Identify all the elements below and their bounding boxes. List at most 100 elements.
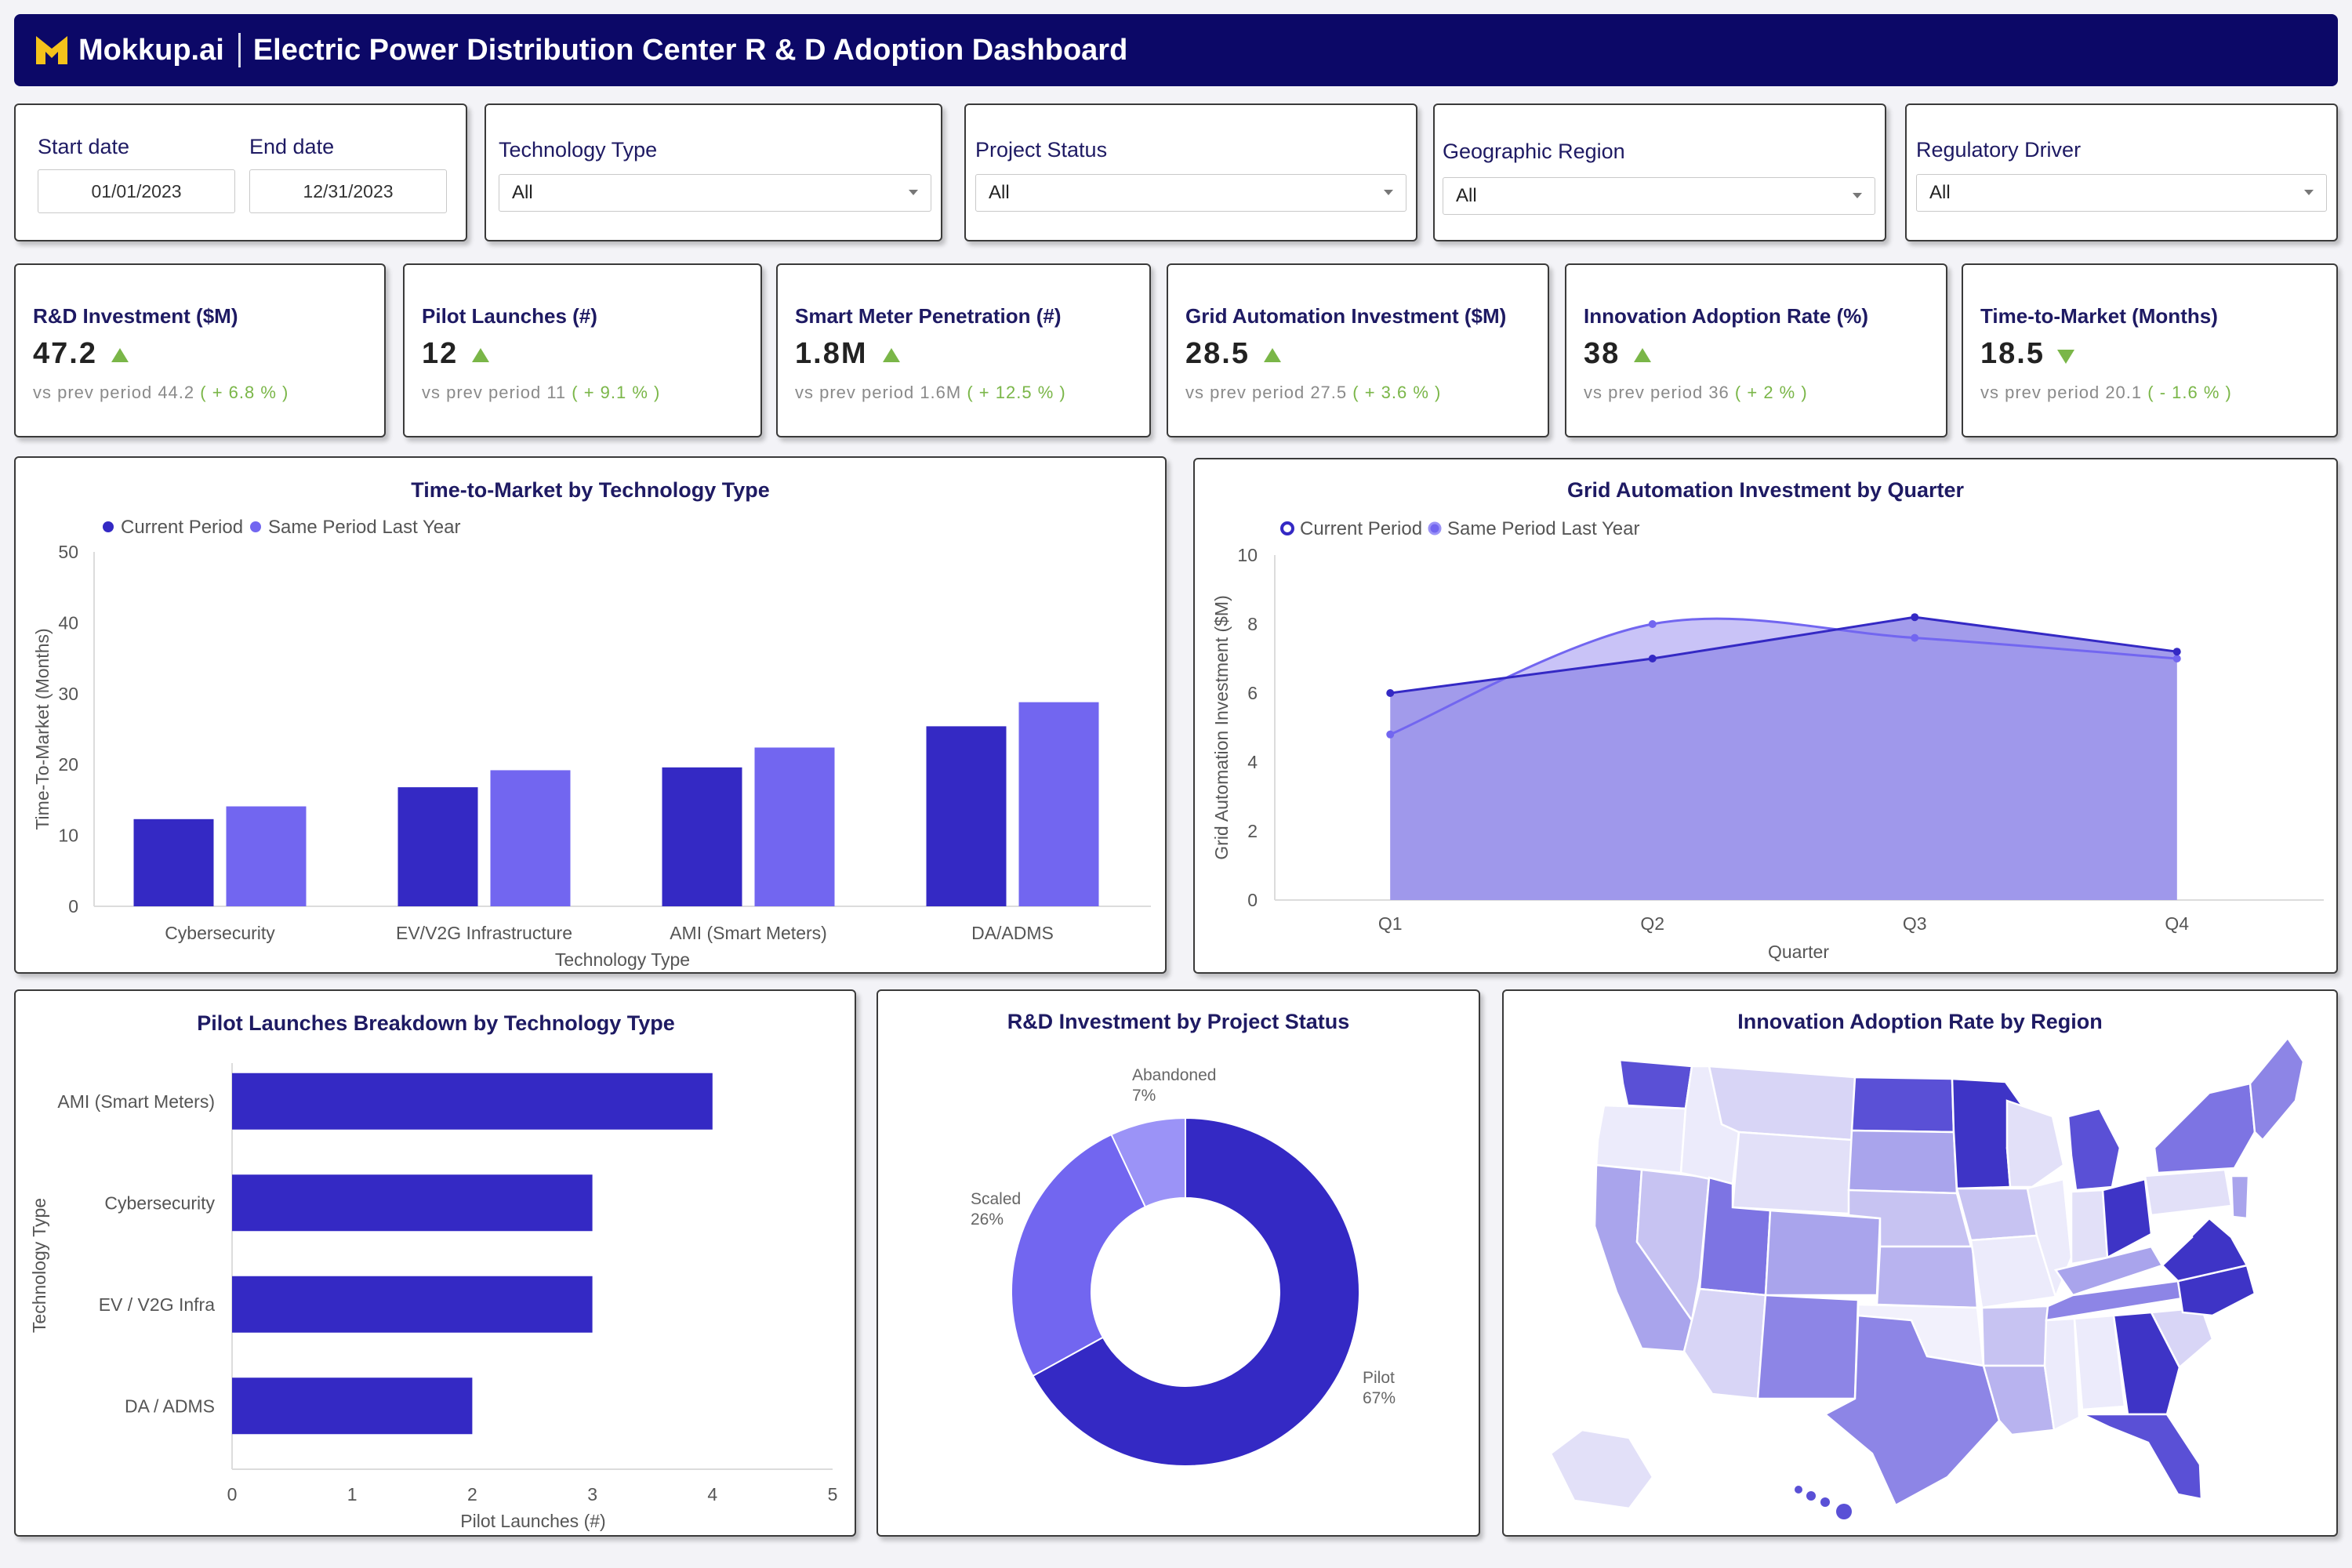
kpi-comparison: vs prev period 20.1 ( - 1.6 % ) — [1980, 383, 2232, 403]
y-tick-label: 2 — [1247, 821, 1258, 841]
technology-type-select[interactable]: All — [499, 174, 931, 212]
state-arizona[interactable] — [1682, 1287, 1767, 1400]
grid-automation-chart: Grid Automation Investment by Quarter Cur… — [1211, 478, 2324, 962]
slice-value: 67% — [1363, 1389, 1396, 1407]
rd-investment-status-chart: R&D Investment by Project Status Pilot 67%… — [971, 1010, 1396, 1467]
y-tick-label: 10 — [1237, 545, 1258, 565]
kpi-delta: ( - 1.6 % ) — [2147, 383, 2232, 402]
state-colorado[interactable] — [1764, 1209, 1882, 1297]
state-pennsylvania[interactable] — [2143, 1168, 2233, 1217]
kpi-prev-value: 20.1 — [2105, 383, 2143, 402]
bar-current — [133, 818, 214, 906]
y-tick-label: 4 — [1247, 752, 1258, 772]
y-tick-label: 40 — [58, 612, 78, 633]
legend-marker-last-year — [1428, 521, 1442, 535]
state-texas[interactable] — [1823, 1314, 2001, 1507]
state-north-dakota[interactable] — [1850, 1076, 1955, 1134]
state-mississippi[interactable] — [2043, 1317, 2081, 1432]
kpi-prev-value: 11 — [546, 383, 567, 402]
geographic-region-label: Geographic Region — [1443, 140, 1625, 163]
time-to-market-chart: Time-to-Market by Technology Type Current… — [32, 478, 1151, 970]
slice-value: 26% — [971, 1210, 1004, 1229]
state-wisconsin[interactable] — [2005, 1099, 2065, 1189]
state-west-virginia[interactable] — [2150, 1217, 2194, 1267]
kpi-label: Grid Automation Investment ($M) — [1185, 304, 1507, 328]
technology-type-filter: Technology Type All — [485, 103, 942, 241]
state-new-england[interactable] — [2249, 1036, 2305, 1142]
kpi-delta: ( + 12.5 % ) — [967, 383, 1066, 402]
state-alabama[interactable] — [2073, 1314, 2126, 1411]
y-tick-label: 10 — [58, 826, 78, 846]
state-kansas[interactable] — [1875, 1245, 1979, 1309]
y-tick-label: 30 — [58, 684, 78, 704]
state-hawaii[interactable] — [1795, 1486, 1852, 1519]
pilot-launches-chart: Pilot Launches Breakdown by Technology T… — [29, 1011, 837, 1531]
rd-investment-status-card: R&D Investment by Project Status Pilot 67%… — [877, 989, 1480, 1537]
kpi-delta: ( + 9.1 % ) — [572, 383, 661, 402]
kpi-card-innovation-adoption-rate: Innovation Adoption Rate (%) 38 vs prev … — [1565, 263, 1947, 437]
x-axis-title: Technology Type — [555, 949, 690, 970]
y-tick-label: 6 — [1247, 683, 1258, 703]
regulatory-driver-value: All — [1929, 182, 1951, 203]
line-current — [1390, 615, 2177, 695]
state-illinois[interactable] — [2026, 1178, 2073, 1300]
kpi-prev-value: 27.5 — [1310, 383, 1348, 402]
y-axis-title: Time-To-Market (Months) — [32, 628, 53, 829]
state-new-york[interactable] — [2153, 1082, 2256, 1174]
kpi-comparison: vs prev period 36 ( + 2 % ) — [1584, 383, 1808, 403]
kpi-delta: ( + 3.6 % ) — [1352, 383, 1442, 402]
chart-title: R&D Investment by Project Status — [1007, 1010, 1350, 1033]
regulatory-driver-select[interactable]: All — [1916, 174, 2327, 212]
us-states-map[interactable] — [1549, 1036, 2305, 1519]
state-virginia[interactable] — [2161, 1217, 2249, 1283]
state-iowa[interactable] — [1955, 1187, 2038, 1242]
state-georgia[interactable] — [2112, 1311, 2181, 1416]
state-new-mexico[interactable] — [1756, 1294, 1860, 1400]
geographic-region-select[interactable]: All — [1443, 177, 1875, 215]
state-indiana[interactable] — [2070, 1189, 2109, 1265]
bar-pilot-launches — [232, 1073, 713, 1130]
chevron-down-icon — [2304, 190, 2314, 195]
state-florida[interactable] — [2082, 1413, 2203, 1501]
kpi-comparison: vs prev period 27.5 ( + 3.6 % ) — [1185, 383, 1441, 403]
kpi-prev-value: 1.6M — [920, 383, 962, 402]
bar-last-year — [490, 770, 571, 906]
state-arkansas[interactable] — [1980, 1305, 2049, 1367]
chart-title: Pilot Launches Breakdown by Technology T… — [197, 1011, 675, 1035]
state-south-dakota[interactable] — [1847, 1129, 1958, 1195]
bar-current — [926, 726, 1007, 906]
state-michigan[interactable] — [2067, 1107, 2122, 1192]
bar-pilot-launches — [232, 1276, 593, 1333]
start-date-input[interactable]: 01/01/2023 — [38, 169, 235, 213]
state-washington[interactable] — [1618, 1058, 1693, 1110]
y-tick-label: 0 — [1247, 890, 1258, 910]
state-ohio[interactable] — [2101, 1178, 2153, 1260]
point-last-year — [1648, 620, 1657, 628]
state-wyoming[interactable] — [1731, 1131, 1853, 1215]
point-current — [1648, 655, 1657, 662]
area-current — [1390, 617, 2177, 900]
state-oregon[interactable] — [1595, 1104, 1687, 1174]
x-tick-label: 1 — [347, 1484, 358, 1504]
x-tick-label: Q4 — [2165, 913, 2189, 934]
trend-up-icon — [1634, 348, 1651, 362]
end-date-input[interactable]: 12/31/2023 — [249, 169, 447, 213]
page-title: Electric Power Distribution Center R & D… — [252, 33, 1128, 67]
state-louisiana[interactable] — [1982, 1364, 2056, 1436]
kpi-card-time-to-market: Time-to-Market (Months) 18.5 vs prev per… — [1962, 263, 2338, 437]
bar-current — [397, 787, 478, 906]
state-new-jersey[interactable] — [2230, 1174, 2250, 1220]
kpi-prev-label: vs prev period — [795, 383, 915, 402]
bar-last-year — [226, 806, 307, 906]
x-tick-label: EV/V2G Infrastructure — [396, 923, 572, 943]
project-status-select[interactable]: All — [975, 174, 1406, 212]
bar-pilot-launches — [232, 1174, 593, 1232]
chevron-down-icon — [1853, 193, 1862, 198]
kpi-prev-label: vs prev period — [1185, 383, 1305, 402]
y-tick-label: AMI (Smart Meters) — [57, 1091, 215, 1112]
state-alaska[interactable] — [1549, 1428, 1654, 1510]
trend-up-icon — [472, 348, 489, 362]
trend-up-icon — [1264, 348, 1281, 362]
state-montana[interactable] — [1708, 1065, 1857, 1142]
point-current — [1911, 613, 1919, 622]
